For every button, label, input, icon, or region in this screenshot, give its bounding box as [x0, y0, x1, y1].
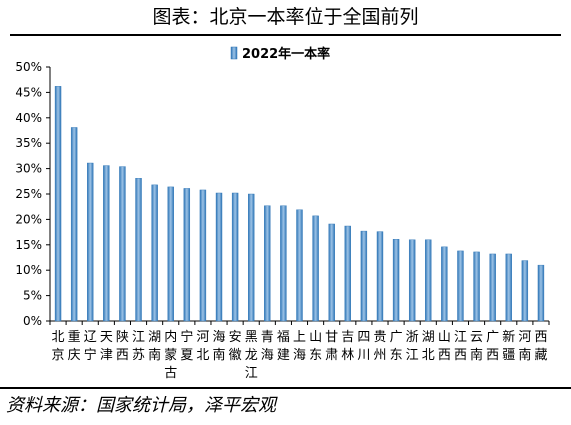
- bar: [54, 86, 62, 322]
- bar: [312, 215, 319, 322]
- bar: [505, 253, 512, 322]
- x-tick-label: 北京: [52, 330, 65, 363]
- y-tick-label: 20%: [15, 212, 42, 226]
- x-axis-labels: 北京重庆辽宁天津陕西江苏湖南内蒙古宁夏河北海南安徽黑龙江青海福建上海山东甘肃吉林…: [49, 321, 550, 381]
- x-tick-label: 上海: [293, 330, 306, 363]
- x-tick-label: 云南: [470, 330, 483, 363]
- x-tick-label: 吉林: [341, 330, 354, 363]
- x-tick-label: 湖北: [422, 330, 435, 363]
- bar: [87, 162, 94, 322]
- bar: [280, 205, 287, 322]
- page-title: 图表：北京一本率位于全国前列: [152, 6, 419, 28]
- y-axis: 0% 5% 10% 15% 20% 25% 30% 35% 40% 45% 50%: [15, 60, 549, 328]
- bar: [521, 260, 529, 322]
- x-tick-label: 福建: [277, 330, 290, 363]
- x-tick-label: 宁夏: [180, 329, 193, 363]
- x-tick-label: 新疆: [502, 329, 515, 363]
- legend-swatch: [230, 46, 238, 60]
- y-tick-label: 30%: [15, 162, 42, 176]
- x-tick-label: 江苏: [132, 330, 145, 363]
- bar: [457, 250, 464, 322]
- x-tick-label: 广西: [486, 330, 499, 363]
- bar: [537, 264, 545, 322]
- source-note: 资料来源：国家统计局，泽平宏观: [6, 395, 276, 416]
- x-tick-label: 黑龙江: [245, 330, 258, 381]
- bar: [231, 192, 239, 322]
- x-tick-label: 海南: [213, 330, 226, 363]
- bar: [135, 178, 142, 322]
- chart-legend: 2022年一本率: [230, 46, 330, 62]
- y-tick-label: 0%: [23, 314, 42, 328]
- y-tick-label: 25%: [15, 187, 42, 201]
- x-tick-label: 重庆: [68, 329, 81, 363]
- x-tick-label: 天津: [100, 330, 113, 363]
- x-tick-label: 辽宁: [84, 330, 97, 363]
- x-tick-label: 江西: [454, 330, 467, 363]
- legend-label: 2022年一本率: [242, 46, 330, 62]
- x-tick-label: 甘肃: [325, 330, 338, 363]
- bar: [103, 165, 110, 322]
- x-tick-label: 青海: [261, 330, 274, 363]
- footer-divider: [0, 387, 571, 389]
- x-tick-label: 西藏: [534, 330, 547, 363]
- bar: [119, 166, 126, 322]
- bar: [473, 251, 480, 322]
- bar: [408, 239, 416, 322]
- bar: [376, 231, 384, 322]
- x-tick-label: 湖南: [148, 330, 161, 363]
- bar: [425, 239, 432, 322]
- bar: [248, 193, 255, 322]
- y-tick-label: 40%: [15, 111, 42, 125]
- bar: [199, 189, 207, 322]
- x-tick-label: 山东: [309, 330, 322, 363]
- bar: [151, 184, 158, 322]
- x-tick-label: 贵州: [373, 330, 386, 363]
- x-tick-label: 陕西: [116, 330, 129, 363]
- x-tick-label: 四川: [357, 330, 370, 363]
- x-tick-label: 广东: [390, 330, 403, 363]
- bar: [328, 223, 335, 322]
- bar: [344, 225, 351, 322]
- bars: [54, 86, 545, 322]
- x-tick-label: 河南: [518, 330, 531, 363]
- bar: [441, 246, 448, 322]
- bar: [167, 186, 174, 322]
- x-tick-label: 内蒙古: [164, 329, 177, 381]
- bar: [70, 127, 78, 322]
- bar: [183, 188, 191, 322]
- x-tick-label: 河北: [196, 330, 209, 363]
- bar: [360, 230, 368, 322]
- bar: [489, 253, 496, 322]
- y-tick-label: 35%: [15, 136, 42, 150]
- x-tick-label: 安徽: [229, 330, 242, 363]
- y-tick-label: 45%: [15, 85, 42, 99]
- x-tick-label: 山西: [438, 330, 451, 363]
- y-tick-label: 50%: [15, 60, 42, 74]
- x-tick-label: 浙江: [406, 330, 419, 363]
- bar: [392, 239, 400, 322]
- y-tick-label: 5%: [23, 289, 42, 303]
- bar: [264, 205, 271, 322]
- y-tick-label: 15%: [15, 238, 42, 252]
- bar: [296, 209, 303, 322]
- title-divider: [10, 34, 561, 36]
- bar: [215, 192, 223, 322]
- y-tick-label: 10%: [15, 263, 42, 277]
- bar-chart-svg: 2022年一本率 0% 5% 10% 15% 20% 25% 30% 35% 40% 45% 50%…: [15, 46, 550, 381]
- bar-chart: 2022年一本率 0% 5% 10% 15% 20% 25% 30% 35% 40% 45% 50%…: [4, 38, 567, 384]
